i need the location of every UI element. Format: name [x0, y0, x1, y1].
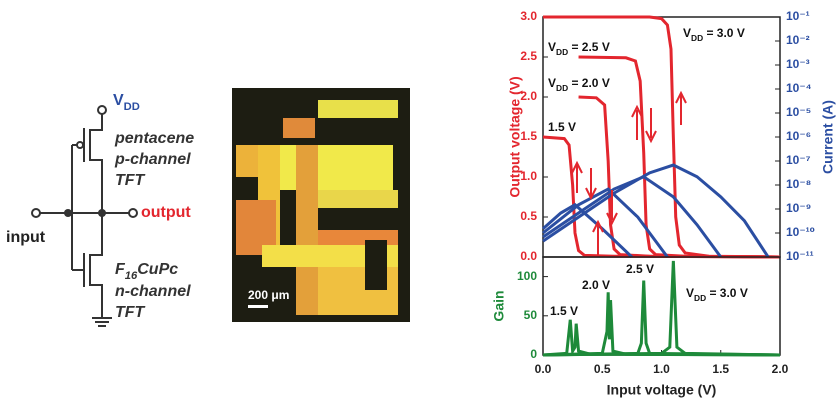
label-line: p-channel — [114, 151, 191, 168]
text-part: 2.5 V — [626, 262, 654, 276]
junction — [64, 209, 72, 217]
text-part: V — [683, 26, 691, 40]
text-part: = 3.0 V — [706, 286, 748, 300]
y2-tick-label: 10⁻³ — [786, 57, 810, 71]
y-axis-title: Output voltage (V) — [507, 76, 523, 197]
ground — [92, 318, 112, 326]
data-line — [543, 177, 721, 257]
micrograph — [232, 88, 410, 322]
curve-label: VDD = 2.5 V — [548, 40, 610, 57]
label-line: pentacene — [114, 130, 194, 147]
text-part: 16 — [125, 270, 138, 282]
gate — [72, 128, 84, 287]
text-part: V — [548, 40, 556, 54]
output-node — [129, 209, 137, 217]
y-axis-title: Gain — [491, 290, 507, 321]
figure: VDD pentacenep-channelTFT output input F… — [0, 0, 839, 401]
x-axis-title: Input voltage (V) — [607, 382, 717, 398]
y-tick-label: 0.5 — [520, 209, 537, 223]
text-part: V — [548, 76, 556, 90]
y-tick-label: 0 — [530, 347, 537, 361]
input-node — [32, 209, 40, 217]
vdd-node — [98, 106, 106, 114]
sweep-arrows — [572, 93, 686, 255]
text-part: = 2.0 V — [568, 76, 610, 90]
x-tick-label: 0.0 — [535, 362, 552, 376]
y2-tick-label: 10⁻¹ — [786, 9, 810, 23]
curve-label: 2.0 V — [582, 278, 610, 292]
y2-tick-label: 10⁻⁷ — [786, 153, 811, 167]
curve-label: VDD = 2.0 V — [548, 76, 610, 93]
x-tick-label: 2.0 — [772, 362, 789, 376]
x-tick-label: 1.0 — [653, 362, 670, 376]
text-part: 1.5 V — [550, 304, 578, 318]
curve-label: VDD = 3.0 V — [686, 286, 748, 303]
label-line: n-channel — [115, 283, 191, 300]
text-part: 1.5 V — [548, 120, 576, 134]
text-part: DD — [556, 47, 568, 57]
curve-label: VDD = 3.0 V — [683, 26, 745, 43]
y2-tick-label: 10⁻¹¹ — [786, 249, 814, 263]
gate-bubble — [77, 142, 83, 148]
text-part: 2.0 V — [582, 278, 610, 292]
n-material: F16CuPc — [115, 261, 178, 282]
p-label: pentacene p-channel TFT — [114, 130, 194, 189]
y2-tick-label: 10⁻⁹ — [786, 201, 811, 215]
junction — [98, 209, 106, 217]
y-tick-label: 3.0 — [520, 9, 537, 23]
data-line — [543, 320, 780, 355]
y2-axis-title: Current (A) — [820, 100, 836, 174]
label-line: TFT — [115, 304, 146, 321]
text-part: DD — [556, 83, 568, 93]
y-tick-label: 1.0 — [520, 169, 537, 183]
y2-tick-label: 10⁻⁴ — [786, 81, 812, 95]
text-part: = 3.0 V — [703, 26, 745, 40]
x-tick-label: 1.5 — [712, 362, 729, 376]
x-tick-label: 0.5 — [594, 362, 611, 376]
y2-tick-label: 10⁻⁸ — [786, 177, 811, 191]
text-part: DD — [691, 33, 703, 43]
curve-label: 1.5 V — [548, 120, 576, 134]
y-tick-label: 100 — [517, 269, 537, 283]
text-part: DD — [694, 293, 706, 303]
vdd-label: VDD — [113, 92, 140, 113]
text-part: = 2.5 V — [568, 40, 610, 54]
y2-tick-label: 10⁻⁵ — [786, 105, 811, 119]
input-label: input — [6, 229, 46, 246]
y2-tick-label: 10⁻¹⁰ — [786, 225, 815, 239]
text-part: DD — [124, 101, 140, 113]
curve-label: 2.5 V — [626, 262, 654, 276]
y-tick-label: 50 — [524, 308, 538, 322]
text-part: V — [113, 92, 124, 109]
y2-tick-label: 10⁻⁶ — [786, 129, 811, 143]
data-line — [543, 137, 780, 257]
scale-bar-label: 200 μm — [248, 288, 289, 302]
curve-label: 1.5 V — [550, 304, 578, 318]
n-label: n-channel TFT — [115, 283, 191, 321]
text-part: V — [686, 286, 694, 300]
y-tick-label: 2.5 — [520, 49, 537, 63]
text-part: CuPc — [137, 261, 178, 278]
y-tick-label: 2.0 — [520, 89, 537, 103]
label-line: TFT — [115, 172, 146, 189]
y2-tick-label: 10⁻² — [786, 33, 810, 47]
y-tick-label: 1.5 — [520, 129, 537, 143]
output-label: output — [141, 204, 191, 221]
y-tick-label: 0.0 — [520, 249, 537, 263]
